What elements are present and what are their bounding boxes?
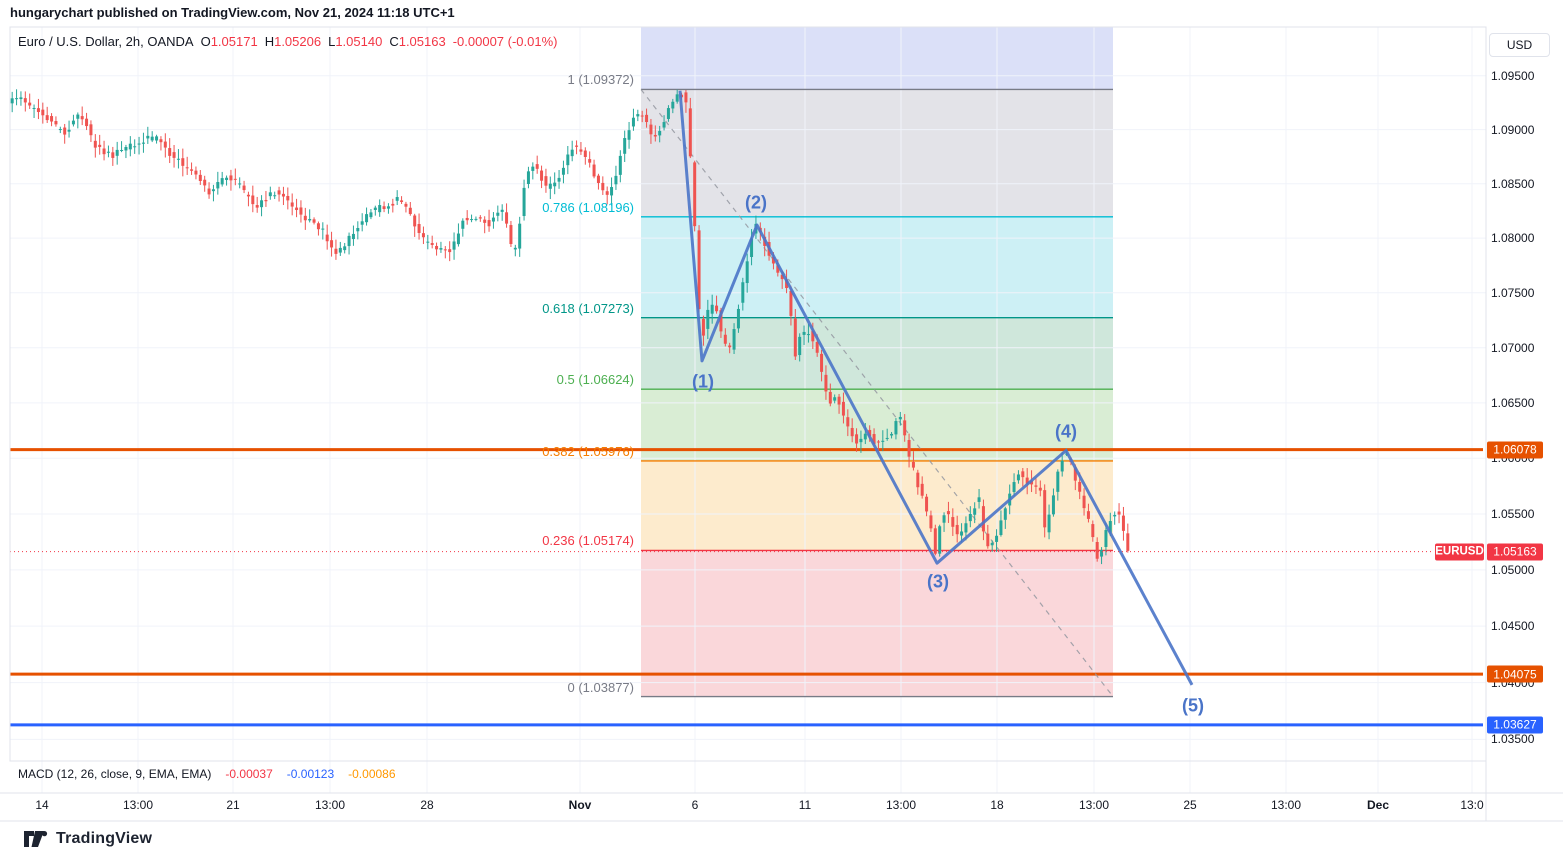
wave-label-2[interactable]: (2) <box>745 192 767 213</box>
fib-level-label: 0.236 (1.05174) <box>542 533 634 549</box>
time-tick-label: 14 <box>35 798 49 812</box>
price-tick-label: 1.06500 <box>1491 395 1535 410</box>
price-tick-label: 1.05500 <box>1491 506 1535 521</box>
time-tick-label: Nov <box>568 798 592 812</box>
time-tick-label: Dec <box>1366 798 1390 812</box>
fib-level-label: 0.382 (1.05976) <box>542 443 634 459</box>
macd-indicator-row: MACD (12, 26, close, 9, EMA, EMA) -0.0003… <box>18 767 408 781</box>
ohlc-value: 1.05163 <box>398 34 446 49</box>
wave-label-4[interactable]: (4) <box>1055 421 1077 442</box>
time-tick-label: 21 <box>226 798 240 812</box>
fib-level-label: 0.5 (1.06624) <box>556 372 634 388</box>
price-badge-1.04075: 1.04075 <box>1487 665 1543 683</box>
time-tick-label: 13:00 <box>1078 798 1110 812</box>
fib-band-6 <box>641 550 1113 697</box>
fib-band-5 <box>641 460 1113 551</box>
fib-band-0 <box>641 27 1113 90</box>
time-tick-label: 13:0 <box>1460 798 1484 812</box>
ohlc-key: L <box>328 34 336 49</box>
price-tick-label: 1.09500 <box>1491 68 1535 83</box>
ohlc-key: C <box>389 34 399 49</box>
price-badge-1.06078: 1.06078 <box>1487 441 1543 459</box>
tradingview-logo-icon <box>24 831 48 847</box>
time-tick-label: 13:00 <box>1270 798 1302 812</box>
symbol-title[interactable]: Euro / U.S. Dollar, 2h, OANDA <box>18 34 194 49</box>
price-tick-label: 1.08000 <box>1491 231 1535 246</box>
macd-values: -0.00037 -0.00123 -0.00086 <box>217 767 401 781</box>
time-tick-label: 28 <box>420 798 434 812</box>
wave-label-1[interactable]: (1) <box>692 371 714 392</box>
price-tick-label: 1.07500 <box>1491 285 1535 300</box>
price-tick-label: 1.09000 <box>1491 122 1535 137</box>
current-symbol-badge: EURUSD <box>1435 543 1484 561</box>
price-tick-label: 1.07000 <box>1491 340 1535 355</box>
price-badge-1.03627: 1.03627 <box>1487 716 1543 734</box>
fib-level-label: 1 (1.09372) <box>567 72 635 88</box>
macd-value: -0.00123 <box>286 767 335 781</box>
fib-band-1 <box>641 89 1113 217</box>
ohlc-key: O <box>200 34 211 49</box>
change-value: -0.00007 (-0.01%) <box>452 34 558 49</box>
fib-level-label: 0.618 (1.07273) <box>542 300 634 316</box>
publish-watermark: hungarychart published on TradingView.co… <box>10 5 455 20</box>
time-tick-label: 18 <box>990 798 1004 812</box>
price-tick-label: 1.08500 <box>1491 176 1535 191</box>
elliott-wave-line[interactable] <box>678 90 1194 686</box>
fib-trendline[interactable] <box>640 89 1114 697</box>
macd-value: -0.00037 <box>225 767 273 781</box>
time-tick-label: 13:00 <box>314 798 346 812</box>
ohlc-value: 1.05171 <box>210 34 258 49</box>
fib-band-2 <box>641 216 1113 318</box>
price-tick-label: 1.05000 <box>1491 562 1535 577</box>
ohlc-values: O1.05171 H1.05206 L1.05140 C1.05163 <box>194 34 446 49</box>
time-tick-label: 11 <box>798 798 812 812</box>
time-tick-label: 13:00 <box>122 798 154 812</box>
fib-level-label: 0 (1.03877) <box>567 679 635 695</box>
fib-level-label: 0.786 (1.08196) <box>542 199 634 215</box>
current-price-badge: 1.05163 <box>1487 543 1543 561</box>
tradingview-logo-text: TradingView <box>56 830 153 847</box>
price-tick-label: 1.03500 <box>1491 732 1535 747</box>
time-tick-label: 13:00 <box>885 798 917 812</box>
tradingview-logo[interactable]: TradingView <box>24 830 152 848</box>
macd-title[interactable]: MACD (12, 26, close, 9, EMA, EMA) <box>18 767 212 781</box>
wave-label-3[interactable]: (3) <box>927 571 949 592</box>
macd-value: -0.00086 <box>348 767 396 781</box>
price-tick-label: 1.04500 <box>1491 619 1535 634</box>
ohlc-value: 1.05206 <box>274 34 322 49</box>
time-tick-label: 6 <box>691 798 699 812</box>
ohlc-value: 1.05140 <box>335 34 383 49</box>
time-tick-label: 25 <box>1183 798 1197 812</box>
wave-label-5[interactable]: (5) <box>1182 695 1204 716</box>
symbol-header[interactable]: Euro / U.S. Dollar, 2h, OANDA O1.05171 H1.… <box>18 34 558 49</box>
currency-unit-button[interactable]: USD <box>1489 33 1550 57</box>
ohlc-key: H <box>264 34 275 49</box>
